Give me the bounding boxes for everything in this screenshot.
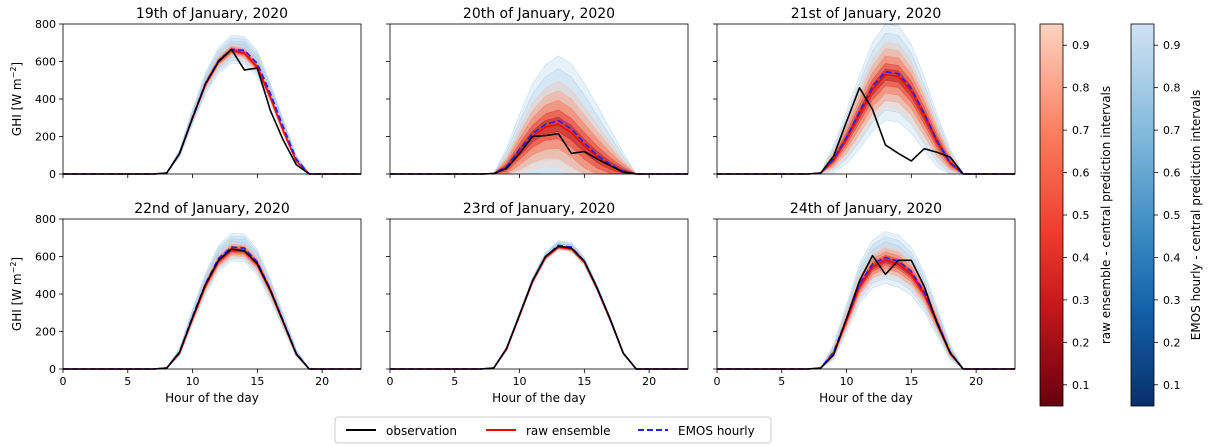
colorbar-emos-tick-label: 0.4 — [1163, 251, 1181, 264]
colorbar-raw-tick-label: 0.2 — [1072, 336, 1090, 349]
colorbar-emos-tick-label: 0.2 — [1163, 336, 1181, 349]
colorbar-emos-tick-label: 0.3 — [1163, 294, 1181, 307]
panel-2: 20th of January, 2020 — [386, 6, 689, 178]
y-tick-label: 800 — [35, 213, 56, 226]
x-tick-label: 20 — [642, 375, 656, 388]
colorbar-raw-tick-label: 0.6 — [1072, 167, 1090, 180]
emos-interval-2 — [717, 236, 1015, 370]
x-tick-label: 5 — [124, 375, 131, 388]
x-tick-label: 10 — [513, 375, 527, 388]
x-tick-label: 20 — [315, 375, 329, 388]
y-tick-label: 200 — [35, 326, 56, 339]
emos-hourly-line — [390, 244, 688, 370]
x-tick-label: 20 — [969, 375, 983, 388]
emos-interval-1 — [63, 35, 361, 175]
x-axis-label: Hour of the day — [492, 391, 586, 405]
colorbar-emos-tick-label: 0.7 — [1163, 124, 1181, 137]
y-tick-label: 400 — [35, 288, 56, 301]
raw-interval-2 — [390, 244, 688, 370]
y-tick-label: 800 — [35, 18, 56, 31]
emos-interval-2 — [63, 235, 361, 370]
colorbar-emos-tick-label: 0.6 — [1163, 167, 1181, 180]
emos-interval-1 — [390, 240, 688, 370]
colorbar-emos — [1130, 23, 1155, 407]
emos-interval-3 — [390, 242, 688, 370]
axes-frame — [62, 218, 362, 370]
panel-title: 20th of January, 2020 — [463, 6, 615, 22]
emos-interval-5 — [390, 243, 688, 370]
raw-interval-1 — [717, 244, 1015, 370]
emos-interval-3 — [63, 238, 361, 370]
axes-frame — [389, 218, 689, 370]
panel-title: 22nd of January, 2020 — [134, 201, 290, 217]
x-tick-label: 5 — [451, 375, 458, 388]
colorbars-group: raw ensemble - central prediction interv… — [1039, 23, 1203, 407]
panel-title: 24th of January, 2020 — [790, 201, 942, 217]
axes-frame — [62, 23, 362, 175]
colorbar-emos-tick-label: 0.8 — [1163, 82, 1181, 95]
y-tick-label: 400 — [35, 93, 56, 106]
legend: observation raw ensemble EMOS hourly — [334, 416, 772, 444]
y-axis-label: GHI [W m−2] — [9, 257, 24, 331]
emos-interval-2 — [390, 241, 688, 370]
x-tick-label: 10 — [840, 375, 854, 388]
colorbar-raw — [1039, 23, 1064, 407]
legend-observation-label: observation — [386, 424, 457, 438]
legend-emos-label: EMOS hourly — [678, 424, 755, 438]
y-tick-label: 0 — [49, 168, 56, 181]
raw-interval-4 — [717, 254, 1015, 370]
panel-5: 23rd of January, 2020 0 5 10 15 20 Hour of the… — [386, 201, 689, 405]
colorbar-raw-tick-label: 0.3 — [1072, 294, 1090, 307]
y-tick-label: 600 — [35, 56, 56, 69]
emos-interval-1 — [63, 232, 361, 370]
panel-4: 22nd of January, 2020 0 5 10 15 20 Hour of the… — [9, 201, 362, 405]
colorbar-raw-label: raw ensemble - central prediction interv… — [1099, 86, 1113, 344]
panel-title: 19th of January, 2020 — [136, 6, 288, 22]
colorbar-raw-tick-label: 0.1 — [1072, 379, 1090, 392]
panel-1: 19th of January, 2020 0 200 400 600 800 GHI [W… — [9, 6, 362, 181]
panel-title: 23rd of January, 2020 — [463, 201, 615, 217]
x-tick-label: 0 — [387, 375, 394, 388]
emos-interval-2 — [63, 37, 361, 175]
x-tick-label: 15 — [577, 375, 591, 388]
colorbar-raw-tick-label: 0.4 — [1072, 251, 1090, 264]
colorbar-emos-label: EMOS hourly - central prediction interva… — [1189, 90, 1203, 340]
emos-hourly-line — [717, 256, 1015, 370]
emos-interval-4 — [390, 243, 688, 370]
colorbar-emos-tick-label: 0.1 — [1163, 379, 1181, 392]
y-tick-label: 600 — [35, 251, 56, 264]
colorbar-emos-tick-label: 0.5 — [1163, 209, 1181, 222]
raw-ensemble-line — [717, 259, 1015, 370]
x-tick-label: 0 — [60, 375, 67, 388]
emos-interval-1 — [717, 231, 1015, 370]
panel-3: 21st of January, 2020 — [713, 6, 1016, 178]
x-tick-label: 15 — [904, 375, 918, 388]
colorbar-raw-tick-label: 0.9 — [1072, 39, 1090, 52]
panel-title: 21st of January, 2020 — [791, 6, 942, 22]
x-tick-label: 5 — [778, 375, 785, 388]
x-tick-label: 0 — [714, 375, 721, 388]
y-tick-label: 200 — [35, 131, 56, 144]
y-axis-label: GHI [W m−2] — [9, 62, 24, 136]
y-tick-label: 0 — [49, 363, 56, 376]
x-tick-label: 15 — [250, 375, 264, 388]
emos-interval-3 — [717, 241, 1015, 370]
x-axis-label: Hour of the day — [165, 391, 259, 405]
colorbar-raw-tick-label: 0.8 — [1072, 82, 1090, 95]
x-axis-label: Hour of the day — [819, 391, 913, 405]
colorbar-raw-tick-label: 0.5 — [1072, 209, 1090, 222]
legend-raw-label: raw ensemble — [526, 424, 611, 438]
x-tick-label: 10 — [186, 375, 200, 388]
raw-interval-1 — [390, 244, 688, 370]
legend-box — [334, 416, 772, 444]
colorbar-emos-tick-label: 0.9 — [1163, 39, 1181, 52]
colorbar-raw-tick-label: 0.7 — [1072, 124, 1090, 137]
panel-6: 24th of January, 2020 0 5 10 15 20 Hour of the… — [713, 201, 1016, 405]
